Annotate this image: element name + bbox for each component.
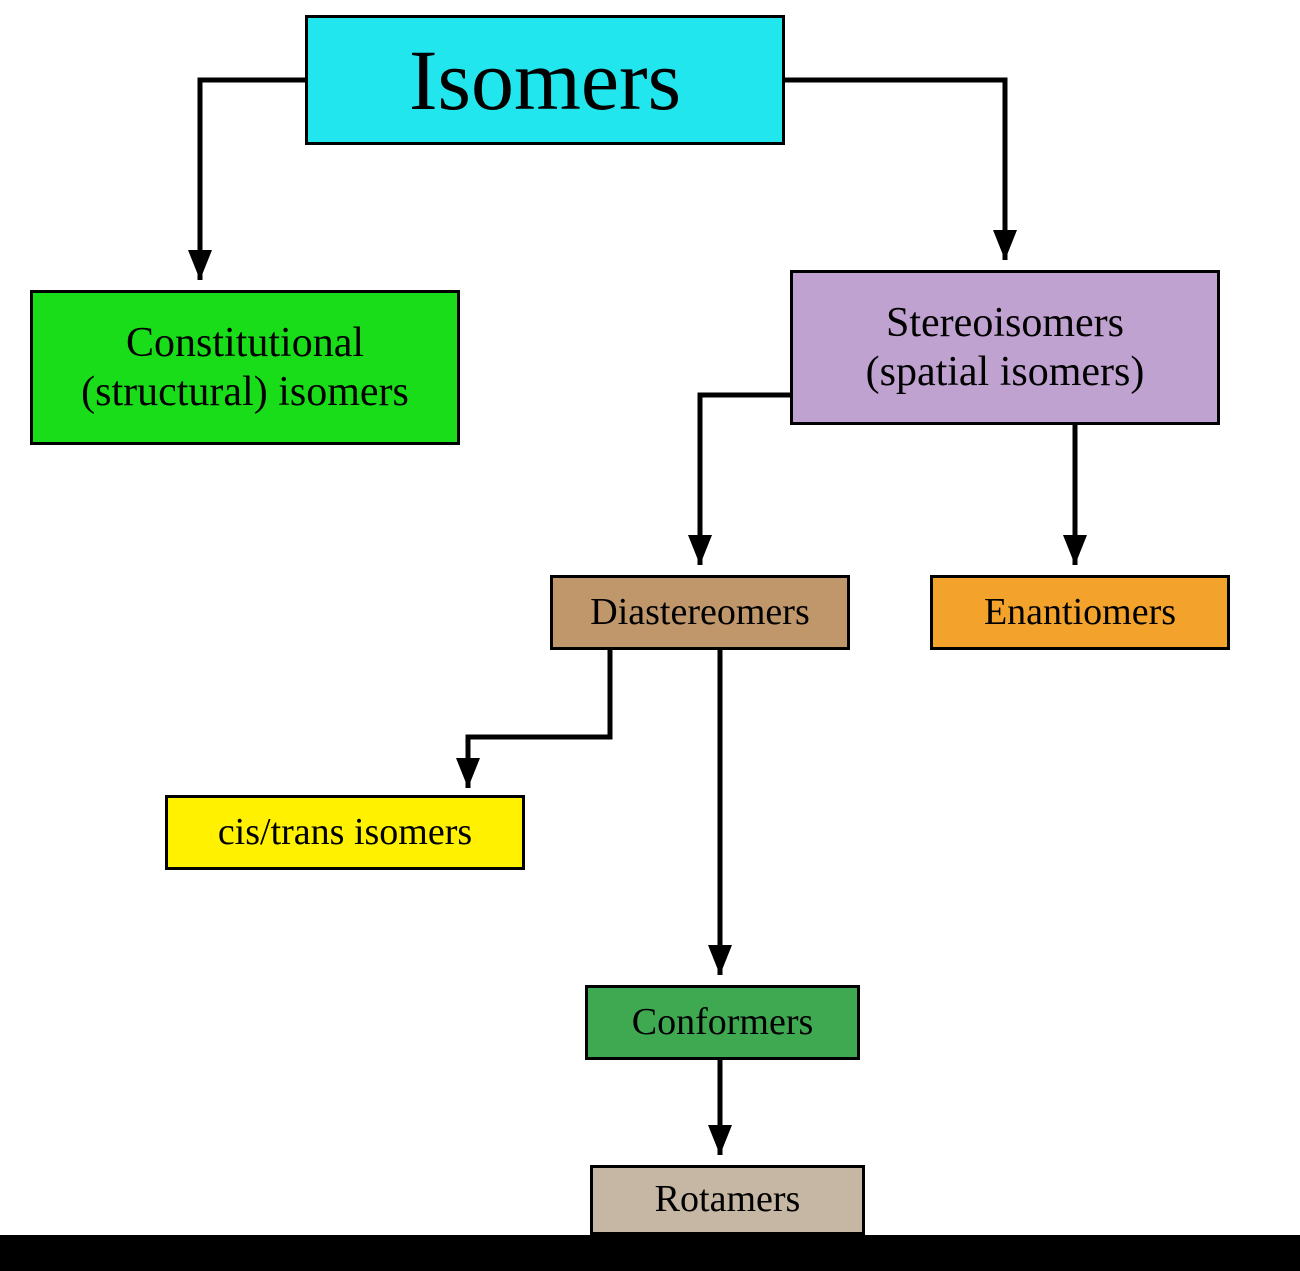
node-enantiomers: Enantiomers: [930, 575, 1230, 650]
node-constitutional: Constitutional(structural) isomers: [30, 290, 460, 445]
node-label: Rotamers: [655, 1178, 801, 1222]
diagram-canvas: Isomers Constitutional(structural) isome…: [0, 0, 1300, 1271]
node-isomers: Isomers: [305, 15, 785, 145]
node-label: Enantiomers: [984, 591, 1176, 635]
footer-bar: [0, 1235, 1300, 1271]
node-label: Conformers: [632, 1001, 814, 1045]
node-cis-trans: cis/trans isomers: [165, 795, 525, 870]
node-label: Diastereomers: [590, 591, 809, 635]
node-rotamers: Rotamers: [590, 1165, 865, 1235]
node-conformers: Conformers: [585, 985, 860, 1060]
node-stereoisomers: Stereoisomers(spatial isomers): [790, 270, 1220, 425]
node-diastereomers: Diastereomers: [550, 575, 850, 650]
node-label: cis/trans isomers: [218, 811, 472, 855]
node-label: Constitutional(structural) isomers: [81, 319, 409, 416]
node-label: Stereoisomers(spatial isomers): [866, 299, 1145, 396]
node-label: Isomers: [409, 31, 681, 130]
